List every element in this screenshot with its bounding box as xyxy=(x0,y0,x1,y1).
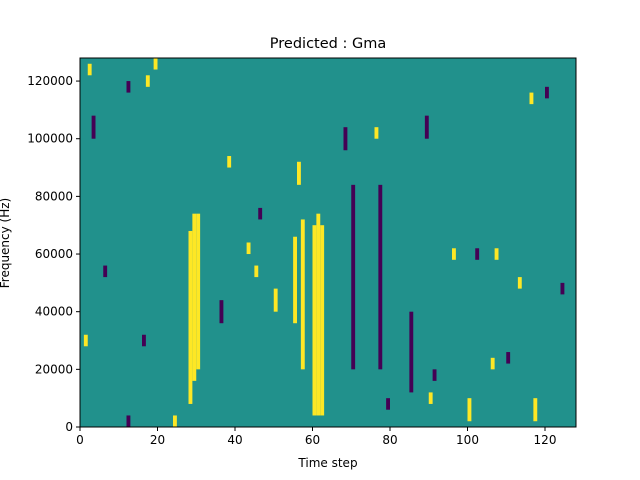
heatmap-cell xyxy=(560,282,565,295)
heatmap-cell xyxy=(424,115,429,139)
heatmap-cell xyxy=(475,248,480,260)
y-tick-label: 120000 xyxy=(27,74,73,88)
heatmap-column xyxy=(378,184,383,370)
x-tick-label: 40 xyxy=(227,433,242,447)
heatmap-column xyxy=(196,213,201,370)
x-tick-label: 0 xyxy=(76,433,84,447)
heatmap-cell xyxy=(533,398,538,422)
x-axis-label: Time step xyxy=(297,456,357,470)
heatmap-cell xyxy=(545,86,549,99)
y-tick-label: 20000 xyxy=(35,362,73,376)
heatmap-cell xyxy=(343,127,348,151)
heatmap-cell xyxy=(529,92,534,105)
heatmap-cell xyxy=(91,115,96,139)
heatmap-column xyxy=(192,213,197,381)
heatmap-cell xyxy=(142,334,146,347)
plot-frame xyxy=(79,57,577,428)
x-axis: 0 20 40 60 80 100 120 xyxy=(76,427,556,447)
heatmap-cell xyxy=(153,58,158,70)
y-axis-label: Frequency (Hz) xyxy=(0,198,12,289)
heatmap-background xyxy=(80,58,576,427)
heatmap-cell xyxy=(506,352,511,364)
y-tick-label: 100000 xyxy=(27,132,73,146)
heatmap-cell xyxy=(386,398,390,410)
heatmap-cell xyxy=(297,161,301,185)
heatmap-cell xyxy=(428,392,433,404)
heatmap-cell xyxy=(490,357,495,370)
heatmap-cell xyxy=(494,248,499,260)
heatmap-cell xyxy=(126,415,131,427)
y-tick-label: 0 xyxy=(65,420,73,434)
heatmap-cell xyxy=(87,63,92,76)
y-axis: 0 20000 40000 60000 80000 100000 120000 xyxy=(27,74,80,434)
heatmap-cell xyxy=(227,156,232,168)
plot-area xyxy=(80,58,576,427)
heatmap-cell xyxy=(374,127,379,139)
y-tick-label: 60000 xyxy=(35,247,73,261)
y-tick-label: 80000 xyxy=(35,189,73,203)
heatmap-column xyxy=(293,236,297,324)
heatmap-cell xyxy=(103,265,108,278)
x-tick-label: 20 xyxy=(150,433,165,447)
heatmap-column xyxy=(320,225,325,416)
heatmap-cell xyxy=(126,81,131,93)
heatmap-cell xyxy=(517,277,522,289)
heatmap-column xyxy=(316,213,321,416)
heatmap-cell xyxy=(219,300,224,324)
heatmap-cell xyxy=(467,398,472,422)
heatmap-column xyxy=(188,230,193,404)
heatmap-cell xyxy=(452,248,456,260)
y-tick-label: 40000 xyxy=(35,305,73,319)
x-tick-label: 60 xyxy=(305,433,320,447)
x-tick-label: 100 xyxy=(456,433,479,447)
heatmap-column xyxy=(312,225,317,416)
heatmap-cell xyxy=(273,288,278,312)
heatmap-column xyxy=(351,184,356,370)
heatmap-cell xyxy=(254,265,259,278)
heatmap-cell xyxy=(145,75,150,87)
heatmap-cell xyxy=(246,242,251,255)
x-tick-label: 120 xyxy=(534,433,557,447)
heatmap-cell xyxy=(432,369,437,381)
heatmap-cell xyxy=(258,207,263,220)
x-tick-label: 80 xyxy=(382,433,397,447)
heatmap-column xyxy=(409,311,414,393)
chart-title: Predicted : Gma xyxy=(270,36,386,52)
heatmap-column xyxy=(300,219,305,370)
heatmap-cell xyxy=(173,415,177,427)
heatmap-cell xyxy=(83,334,88,347)
